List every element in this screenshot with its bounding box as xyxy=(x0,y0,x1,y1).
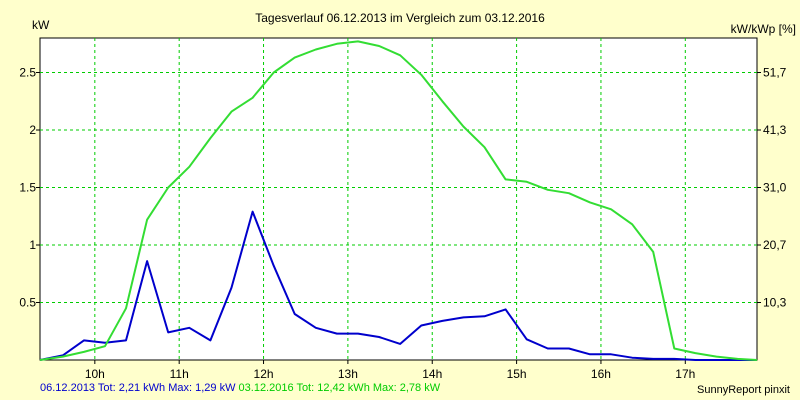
x-tick-label: 11h xyxy=(170,367,189,381)
series-lines xyxy=(39,40,758,361)
y-tick-label-right: 51,7 xyxy=(763,66,787,80)
x-tick-label: 12h xyxy=(254,367,274,381)
series-line-1 xyxy=(39,210,757,361)
y-axis-left-label: kW xyxy=(32,18,50,32)
y-axis-right-ticks: 10,3 20,7 31,0 41,3 51,7 xyxy=(757,66,787,310)
y-tick-label-left: 0.5 xyxy=(19,296,36,310)
y-tick-label-right: 20,7 xyxy=(763,238,787,252)
footer-summary: 06.12.2013 Tot: 2,21 kWh Max: 1,29 kW 03… xyxy=(40,382,440,394)
y-tick-label-right: 41,3 xyxy=(763,123,787,137)
series-line-2 xyxy=(39,40,758,361)
y-tick-label-left: 2 xyxy=(29,123,36,137)
y-tick-label-right: 10,3 xyxy=(763,296,787,310)
y-tick-label-left: 1.5 xyxy=(19,181,36,195)
x-tick-label: 13h xyxy=(338,367,358,381)
x-tick-label: 10h xyxy=(85,367,105,381)
y-tick-label-left: 2.5 xyxy=(19,66,36,80)
x-tick-label: 15h xyxy=(507,367,527,381)
y-axis-right-label: kW/kWp [%] xyxy=(731,22,796,36)
brand-label: SunnyReport pinxit xyxy=(697,384,790,396)
footer-series2: 03.12.2016 Tot: 12,42 kWh Max: 2,78 kW xyxy=(238,382,441,394)
x-tick-label: 16h xyxy=(591,367,611,381)
x-tick-label: 17h xyxy=(675,367,695,381)
x-axis-ticks: 10h 11h 12h 13h 14h 15h 16h 17h xyxy=(85,360,695,381)
chart-title: Tagesverlauf 06.12.2013 im Vergleich zum… xyxy=(255,11,545,25)
y-tick-label-left: 1 xyxy=(29,238,36,252)
x-tick-label: 14h xyxy=(422,367,442,381)
y-axis-left-ticks: 0.5 1 1.5 2 2.5 xyxy=(19,66,40,310)
footer-series1: 06.12.2013 Tot: 2,21 kWh Max: 1,29 kW xyxy=(40,382,236,394)
y-tick-label-right: 31,0 xyxy=(763,181,787,195)
plot-area xyxy=(39,37,758,361)
